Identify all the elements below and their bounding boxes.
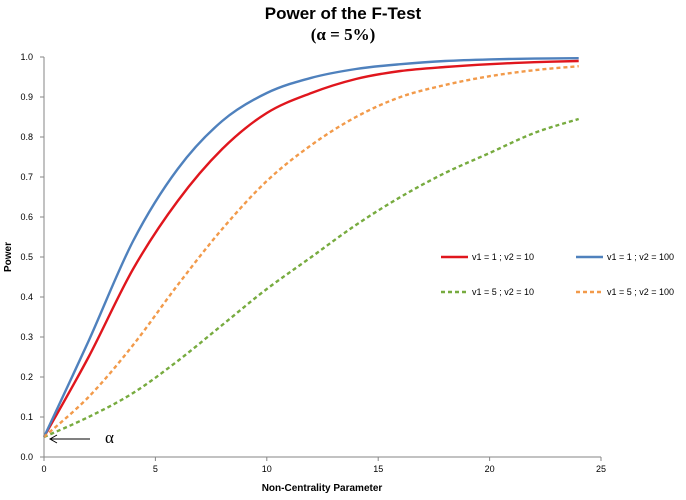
chart-subtitle: (α = 5%) (311, 25, 376, 44)
legend-label-4: v1 = 5 ; v2 = 100 (607, 287, 674, 297)
y-tick-label: 0.8 (20, 132, 33, 142)
x-tick-label: 0 (41, 464, 46, 474)
legend: v1 = 1 ; v2 = 10 v1 = 1 ; v2 = 100 v1 = 5 … (441, 252, 674, 297)
x-axis-label: Non-Centrality Parameter (262, 483, 383, 494)
x-tick-label: 25 (596, 464, 606, 474)
alpha-annotation: α (48, 428, 114, 447)
x-tick-label: 20 (485, 464, 495, 474)
chart-title: Power of the F-Test (265, 4, 422, 23)
x-ticks: 0 5 10 15 20 25 (41, 457, 606, 474)
alpha-label: α (105, 428, 114, 447)
y-tick-label: 0.1 (20, 412, 33, 422)
y-tick-label: 1.0 (20, 52, 33, 62)
y-tick-label: 0.2 (20, 372, 33, 382)
legend-label-2: v1 = 1 ; v2 = 100 (607, 252, 674, 262)
plot-lines (42, 57, 580, 439)
y-tick-label: 0.3 (20, 332, 33, 342)
alpha-arrow-head (48, 434, 58, 444)
y-tick-label: 0.4 (20, 292, 33, 302)
x-tick-label: 15 (373, 464, 383, 474)
y-tick-label: 0.0 (20, 452, 33, 462)
series-line-3 (43, 117, 580, 439)
x-tick-label: 10 (262, 464, 272, 474)
y-tick-label: 0.5 (20, 252, 33, 262)
y-tick-label: 0.9 (20, 92, 33, 102)
y-ticks: 0.0 0.1 0.2 0.3 0.4 0.5 0.6 0.7 0.8 0.9 1.0 (20, 52, 44, 462)
y-tick-label: 0.7 (20, 172, 33, 182)
y-axis-label: Power (3, 242, 14, 272)
x-tick-label: 5 (153, 464, 158, 474)
legend-label-3: v1 = 5 ; v2 = 10 (472, 287, 534, 297)
series-line-2 (42, 57, 579, 438)
y-tick-label: 0.6 (20, 212, 33, 222)
series-line-1 (42, 59, 579, 438)
series-line-4 (43, 65, 579, 438)
legend-label-1: v1 = 1 ; v2 = 10 (472, 252, 534, 262)
